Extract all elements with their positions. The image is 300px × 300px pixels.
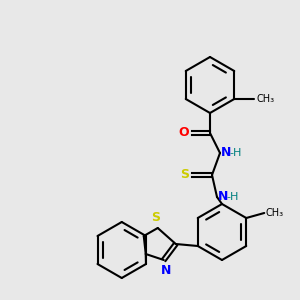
Text: S: S [151, 211, 160, 224]
Text: -H: -H [229, 148, 242, 158]
Text: -H: -H [226, 192, 239, 202]
Text: S: S [180, 169, 189, 182]
Text: CH₃: CH₃ [256, 94, 274, 104]
Text: N: N [218, 190, 228, 203]
Text: O: O [178, 127, 189, 140]
Text: N: N [160, 264, 171, 277]
Text: N: N [221, 146, 231, 160]
Text: CH₃: CH₃ [265, 208, 284, 218]
